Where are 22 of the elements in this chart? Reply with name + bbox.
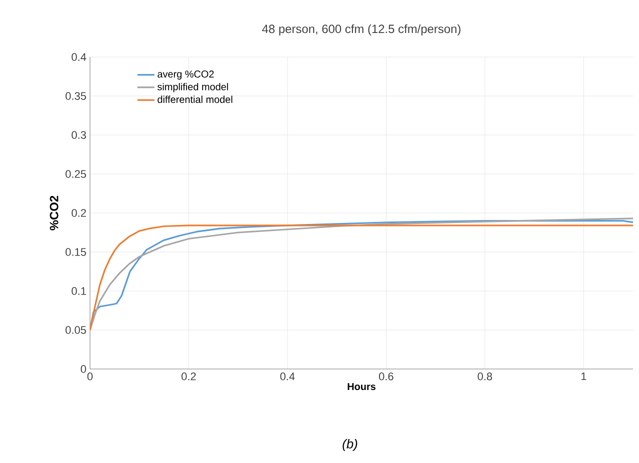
x-tick-label: 0.8 bbox=[478, 372, 492, 380]
legend-label: differential model bbox=[158, 96, 232, 103]
y-tick-label: 0.25 bbox=[66, 170, 86, 178]
y-tick-label: 0.1 bbox=[72, 287, 86, 295]
y-tick-label: 0.4 bbox=[72, 53, 86, 61]
x-tick-label: 1 bbox=[581, 372, 586, 380]
chart-title: 48 person, 600 cfm (12.5 cfm/person) bbox=[262, 24, 460, 36]
y-tick-label: 0.3 bbox=[72, 131, 86, 139]
y-tick-label: 0.05 bbox=[66, 326, 86, 334]
x-axis-title: Hours bbox=[348, 383, 376, 390]
y-tick-label: 0.2 bbox=[72, 209, 86, 217]
x-tick-label: 0 bbox=[87, 372, 93, 380]
x-tick-label: 0.4 bbox=[280, 372, 295, 380]
y-tick-label: 0 bbox=[80, 365, 86, 373]
y-tick-label: 0.15 bbox=[66, 248, 86, 256]
legend-label: simplified model bbox=[158, 82, 228, 92]
y-axis-title: %CO2 bbox=[50, 196, 58, 230]
x-tick-label: 0.6 bbox=[378, 372, 394, 380]
legend-label: averg %CO2 bbox=[158, 70, 214, 80]
y-tick-label: 0.35 bbox=[66, 92, 86, 100]
x-tick-label: 0.2 bbox=[182, 372, 196, 380]
text: (b) bbox=[342, 438, 358, 452]
